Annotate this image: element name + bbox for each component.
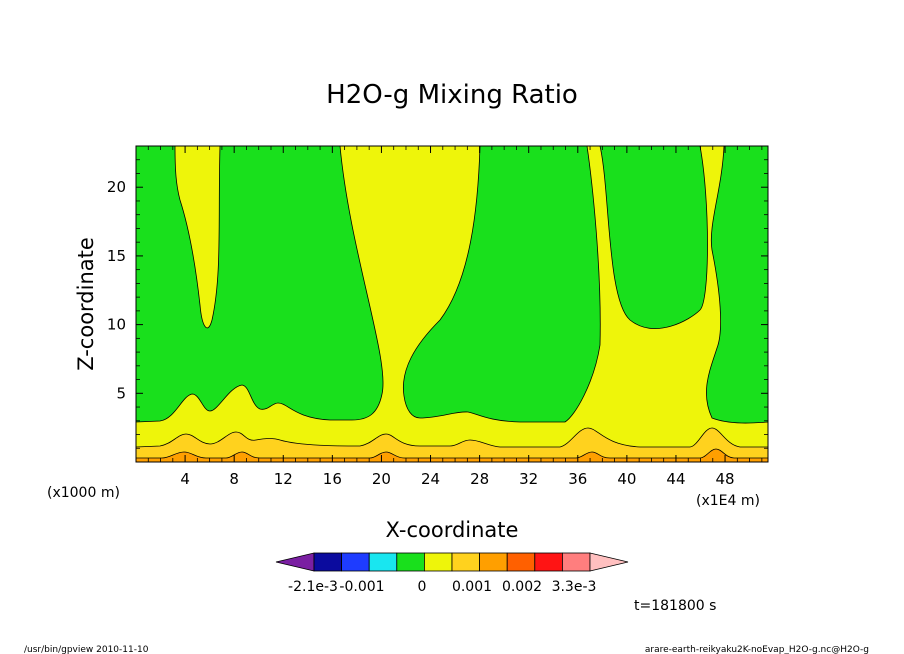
colorbar-label: 3.3e-3 <box>552 579 597 595</box>
colorbar-cell <box>396 552 425 572</box>
colorbar-high-extend <box>589 552 629 572</box>
region-orange <box>136 448 768 462</box>
colorbar-cell <box>341 552 370 572</box>
x-tick-label: 20 <box>372 470 391 488</box>
y-axis-label: Z-coordinate <box>74 237 98 371</box>
colorbar-label: -2.1e-3 <box>288 579 338 595</box>
colorbar-cell <box>506 552 536 572</box>
time-label: t=181800 s <box>634 598 716 614</box>
x-unit-label: (x1E4 m) <box>696 493 760 509</box>
colorbar-label: 0.002 <box>502 579 542 595</box>
x-axis: 4 8 12 16 20 24 28 32 36 40 44 48 <box>147 146 763 488</box>
colorbar-cell <box>534 552 563 572</box>
region-yellow <box>136 146 768 462</box>
y-tick-label: 20 <box>107 178 126 196</box>
x-tick-label: 40 <box>617 470 636 488</box>
region-gold <box>136 427 768 462</box>
x-tick-label: 16 <box>323 470 342 488</box>
colorbar-low-extend <box>275 552 315 572</box>
plot-frame <box>135 145 769 463</box>
x-tick-label: 44 <box>666 470 685 488</box>
colorbar: -2.1e-3 -0.001 0 0.001 0.002 3.3e-3 <box>275 552 629 595</box>
x-tick-label: 4 <box>180 470 190 488</box>
colorbar-cell <box>423 552 453 572</box>
y-unit-label: (x1000 m) <box>47 485 120 501</box>
x-tick-label: 12 <box>274 470 293 488</box>
x-tick-label: 48 <box>716 470 735 488</box>
colorbar-label: 0 <box>418 579 427 595</box>
colorbar-cell <box>451 552 481 572</box>
x-tick-label: 36 <box>568 470 587 488</box>
colorbar-cell <box>562 552 591 572</box>
y-tick-label: 15 <box>107 247 126 265</box>
x-tick-label: 24 <box>421 470 440 488</box>
colorbar-label: -0.001 <box>339 579 384 595</box>
x-tick-label: 32 <box>519 470 538 488</box>
colorbar-label: 0.001 <box>452 579 492 595</box>
region-yellow-plume-left <box>174 146 221 329</box>
footer-left: /usr/bin/gpview 2010-11-10 <box>24 645 149 654</box>
colorbar-cell <box>479 552 508 572</box>
x-tick-label: 8 <box>229 470 239 488</box>
y-axis: 5 10 15 20 <box>107 159 768 449</box>
y-tick-label: 5 <box>116 384 126 402</box>
x-axis-label: X-coordinate <box>386 518 519 542</box>
footer-right: arare-earth-reikyaku2K-noEvap_H2O-g.nc@H… <box>645 645 869 654</box>
chart-title: H2O-g Mixing Ratio <box>326 80 578 110</box>
colorbar-cell <box>313 552 343 572</box>
plot-area <box>135 145 769 463</box>
y-tick-label: 10 <box>107 316 126 334</box>
x-tick-label: 28 <box>470 470 489 488</box>
colorbar-cell <box>368 552 398 572</box>
